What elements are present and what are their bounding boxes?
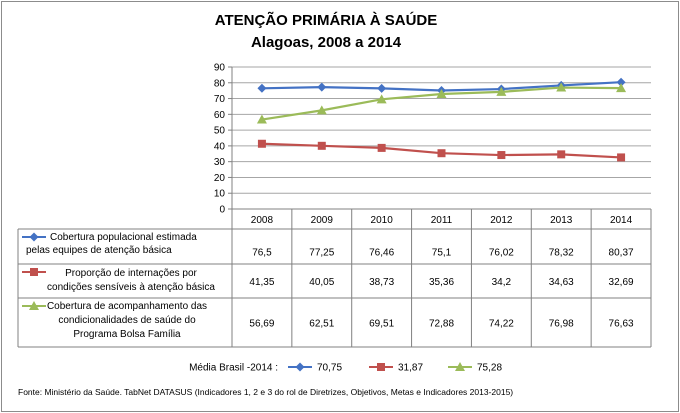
y-tick-label: 50	[214, 126, 226, 137]
table-cell-value: 62,51	[309, 319, 334, 330]
data-point	[377, 83, 387, 93]
data-point	[377, 143, 386, 152]
y-tick-label: 90	[214, 63, 226, 74]
x-category-label: 2009	[311, 215, 334, 226]
data-point	[376, 94, 387, 104]
data-point	[617, 153, 626, 162]
series-name-line: Proporção de internações por	[65, 268, 197, 279]
plot-series	[256, 77, 627, 162]
table-cell-value: 40,05	[309, 277, 334, 288]
table-cell-value: 76,02	[489, 248, 514, 259]
legend-marker	[377, 363, 385, 371]
table-cell-value: 80,37	[609, 248, 634, 259]
chart-title: ATENÇÃO PRIMÁRIA À SAÚDE	[215, 11, 438, 29]
series-name-line: condições sensíveis à atenção básica	[47, 282, 215, 293]
series-name-line: Cobertura de acompanhamento das	[47, 301, 207, 312]
y-tick-label: 10	[214, 189, 226, 200]
data-point	[616, 83, 627, 93]
series-name-line: Cobertura populacional estimada	[50, 232, 197, 243]
y-tick-label: 30	[214, 157, 226, 168]
table-cell-value: 32,69	[609, 277, 634, 288]
data-point	[257, 83, 267, 93]
table-cell-value: 35,36	[429, 277, 454, 288]
y-axis-ticks: 90 80 70 60 50 40 30 20 10 0	[214, 63, 232, 216]
x-category-label: 2010	[371, 215, 394, 226]
data-point	[317, 82, 327, 92]
table-cell-value: 74,22	[489, 319, 514, 330]
data-point	[496, 86, 507, 96]
x-category-label: 2013	[550, 215, 573, 226]
table-cell-value: 78,32	[549, 248, 574, 259]
data-point	[316, 105, 327, 115]
table-cell-value: 69,51	[369, 319, 394, 330]
data-point	[556, 82, 567, 92]
table-cell-value: 76,63	[609, 319, 634, 330]
table-cell-value: 75,1	[432, 248, 452, 259]
data-table: 2008 2009 2010 2011 2012 2013 2014 Cobertura po…	[17, 208, 652, 348]
series-name-line: Programa Bolsa Família	[73, 329, 181, 340]
data-point	[497, 151, 506, 160]
row-legend-marker	[29, 232, 39, 242]
table-cell-value: 72,88	[429, 319, 454, 330]
legend-value: 31,87	[398, 363, 423, 374]
series-name-line: condicionalidades de saúde do	[58, 315, 196, 326]
x-category-label: 2011	[431, 215, 453, 226]
table-cell-value: 56,69	[249, 319, 274, 330]
table-cell-value: 76,5	[252, 248, 272, 259]
chart-subtitle: Alagoas, 2008 a 2014	[251, 34, 402, 51]
y-tick-label: 70	[214, 94, 226, 105]
table-cell-value: 76,98	[549, 319, 574, 330]
legend-marker	[295, 362, 305, 372]
legend-marker	[455, 362, 465, 371]
data-point	[256, 114, 267, 124]
data-point	[437, 149, 446, 158]
table-cell-value: 38,73	[369, 277, 394, 288]
legend-value: 75,28	[477, 363, 502, 374]
y-tick-label: 60	[214, 110, 226, 121]
x-category-label: 2008	[251, 215, 274, 226]
row-legend-marker	[29, 301, 39, 310]
series-name-line: pelas equipes de atenção básica	[26, 245, 172, 256]
source-note: Fonte: Ministério da Saúde. TabNet DATAS…	[18, 387, 513, 397]
data-point	[317, 141, 326, 150]
table-cell-value: 34,63	[549, 277, 574, 288]
x-category-label: 2012	[490, 215, 513, 226]
data-point	[557, 150, 566, 159]
legend-caption: Média Brasil -2014 :	[189, 363, 278, 374]
y-tick-label: 0	[219, 205, 225, 216]
table-cell-value: 41,35	[249, 277, 274, 288]
y-tick-label: 40	[214, 141, 226, 152]
data-point	[257, 139, 266, 148]
table-cell-value: 34,2	[492, 277, 512, 288]
y-tick-label: 80	[214, 78, 226, 89]
legend: Média Brasil -2014 : 70,75 31,87 75,28	[189, 362, 502, 374]
x-category-label: 2014	[610, 215, 633, 226]
table-cell-value: 76,46	[369, 248, 394, 259]
y-tick-label: 20	[214, 173, 226, 184]
table-cell-value: 77,25	[309, 248, 334, 259]
row-legend-marker	[30, 268, 38, 276]
legend-value: 70,75	[317, 363, 342, 374]
data-point	[436, 89, 447, 99]
data-point	[616, 77, 626, 87]
